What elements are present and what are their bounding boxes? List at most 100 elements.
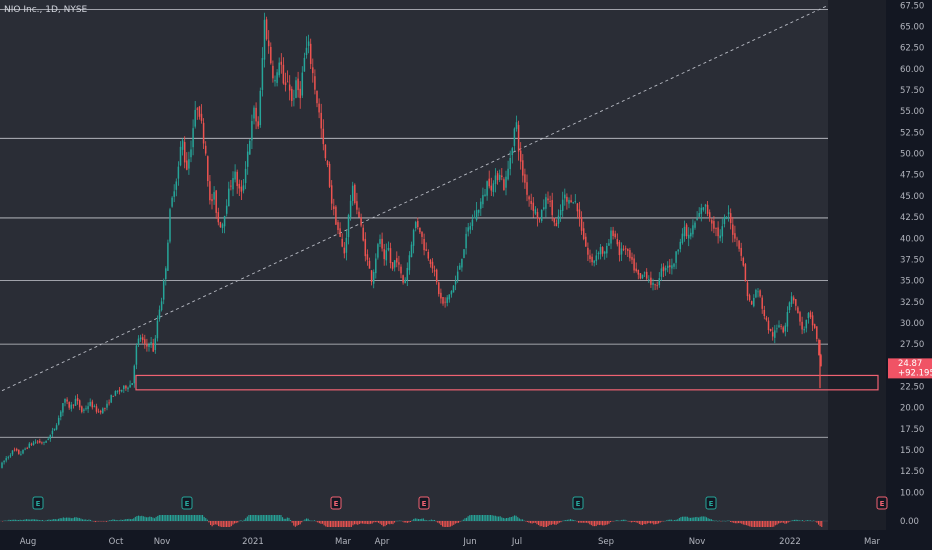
candle-body[interactable] [211, 199, 213, 202]
candle-body[interactable] [557, 215, 560, 224]
candle-body[interactable] [150, 341, 152, 344]
candle-body[interactable] [3, 460, 5, 463]
candle-body[interactable] [700, 207, 703, 214]
candle-body[interactable] [742, 257, 745, 266]
candle-body[interactable] [526, 182, 528, 195]
candle-body[interactable] [816, 326, 818, 339]
candle-body[interactable] [83, 409, 85, 411]
candle-body[interactable] [320, 112, 322, 129]
candle-body[interactable] [669, 265, 671, 268]
candle-body[interactable] [87, 406, 89, 410]
candle-body[interactable] [106, 403, 108, 408]
candle-body[interactable] [215, 190, 217, 213]
candle-body[interactable] [748, 295, 751, 301]
candle-body[interactable] [246, 151, 249, 167]
candle-body[interactable] [360, 217, 362, 226]
candle-body[interactable] [490, 185, 493, 191]
candle-body[interactable] [471, 219, 474, 227]
candle-body[interactable] [60, 411, 62, 417]
candle-body[interactable] [801, 321, 803, 330]
candle-body[interactable] [618, 241, 621, 256]
candle-body[interactable] [532, 202, 535, 211]
candle-body[interactable] [660, 268, 663, 277]
candle-body[interactable] [683, 226, 686, 237]
candle-body[interactable] [454, 280, 457, 285]
candle-body[interactable] [91, 401, 94, 408]
earnings-marker-2[interactable]: E [330, 496, 342, 510]
candle-body[interactable] [343, 247, 346, 254]
candle-body[interactable] [679, 241, 682, 250]
candle-body[interactable] [293, 98, 295, 100]
candle-body[interactable] [385, 250, 388, 261]
candle-body[interactable] [198, 106, 201, 117]
candle-body[interactable] [717, 227, 719, 237]
candle-body[interactable] [295, 80, 297, 98]
candle-body[interactable] [675, 251, 677, 263]
candle-body[interactable] [662, 266, 665, 272]
candle-body[interactable] [13, 449, 16, 451]
candle-body[interactable] [47, 438, 49, 440]
candle-body[interactable] [658, 278, 661, 286]
candle-body[interactable] [278, 62, 280, 76]
candle-body[interactable] [179, 146, 182, 166]
candle-body[interactable] [162, 280, 165, 300]
candle-body[interactable] [165, 268, 167, 280]
candle-body[interactable] [713, 221, 715, 229]
candle-body[interactable] [740, 247, 742, 256]
candle-body[interactable] [503, 179, 505, 191]
candle-body[interactable] [372, 271, 375, 284]
candle-body[interactable] [509, 157, 511, 170]
candle-body[interactable] [261, 58, 264, 90]
candle-body[interactable] [648, 279, 650, 280]
candle-body[interactable] [427, 251, 430, 259]
candle-body[interactable] [39, 440, 41, 443]
candle-body[interactable] [654, 284, 656, 286]
trendline-dashed[interactable] [1, 4, 829, 392]
candle-body[interactable] [305, 47, 308, 55]
candle-body[interactable] [272, 65, 274, 79]
candle-body[interactable] [64, 398, 66, 403]
candle-body[interactable] [637, 269, 640, 275]
candle-body[interactable] [307, 41, 310, 46]
candle-body[interactable] [242, 185, 245, 191]
candle-body[interactable] [341, 238, 343, 247]
candle-body[interactable] [299, 88, 301, 99]
candle-body[interactable] [627, 248, 629, 251]
candle-body[interactable] [267, 40, 270, 47]
candle-body[interactable] [362, 227, 364, 241]
candle-body[interactable] [650, 277, 652, 285]
candle-body[interactable] [175, 181, 178, 190]
candle-body[interactable] [545, 197, 547, 209]
candle-body[interactable] [641, 274, 644, 279]
candle-body[interactable] [723, 216, 726, 225]
candle-body[interactable] [450, 291, 453, 295]
candle-body[interactable] [459, 265, 461, 270]
candle-body[interactable] [57, 417, 60, 425]
candle-body[interactable] [99, 410, 102, 413]
candle-body[interactable] [232, 178, 234, 190]
candle-body[interactable] [125, 385, 127, 389]
candle-body[interactable] [339, 228, 341, 237]
candle-body[interactable] [795, 299, 797, 306]
candle-body[interactable] [622, 248, 625, 250]
support-zone-rect[interactable] [135, 374, 879, 391]
candle-body[interactable] [240, 186, 243, 192]
candle-body[interactable] [139, 337, 142, 340]
candle-body[interactable] [154, 338, 157, 351]
candle-body[interactable] [389, 248, 392, 264]
candle-body[interactable] [398, 262, 400, 265]
candle-body[interactable] [524, 174, 526, 183]
candle-body[interactable] [606, 245, 608, 254]
candle-body[interactable] [708, 212, 711, 219]
candle-body[interactable] [34, 441, 37, 443]
candle-body[interactable] [288, 84, 291, 91]
candle-body[interactable] [515, 122, 518, 129]
candle-body[interactable] [22, 449, 24, 454]
candle-body[interactable] [702, 207, 705, 210]
candle-body[interactable] [595, 255, 598, 262]
candle-body[interactable] [440, 292, 442, 299]
earnings-marker-0[interactable]: E [32, 496, 44, 510]
candle-body[interactable] [173, 191, 175, 197]
candle-body[interactable] [1, 462, 3, 468]
candle-body[interactable] [677, 249, 679, 252]
